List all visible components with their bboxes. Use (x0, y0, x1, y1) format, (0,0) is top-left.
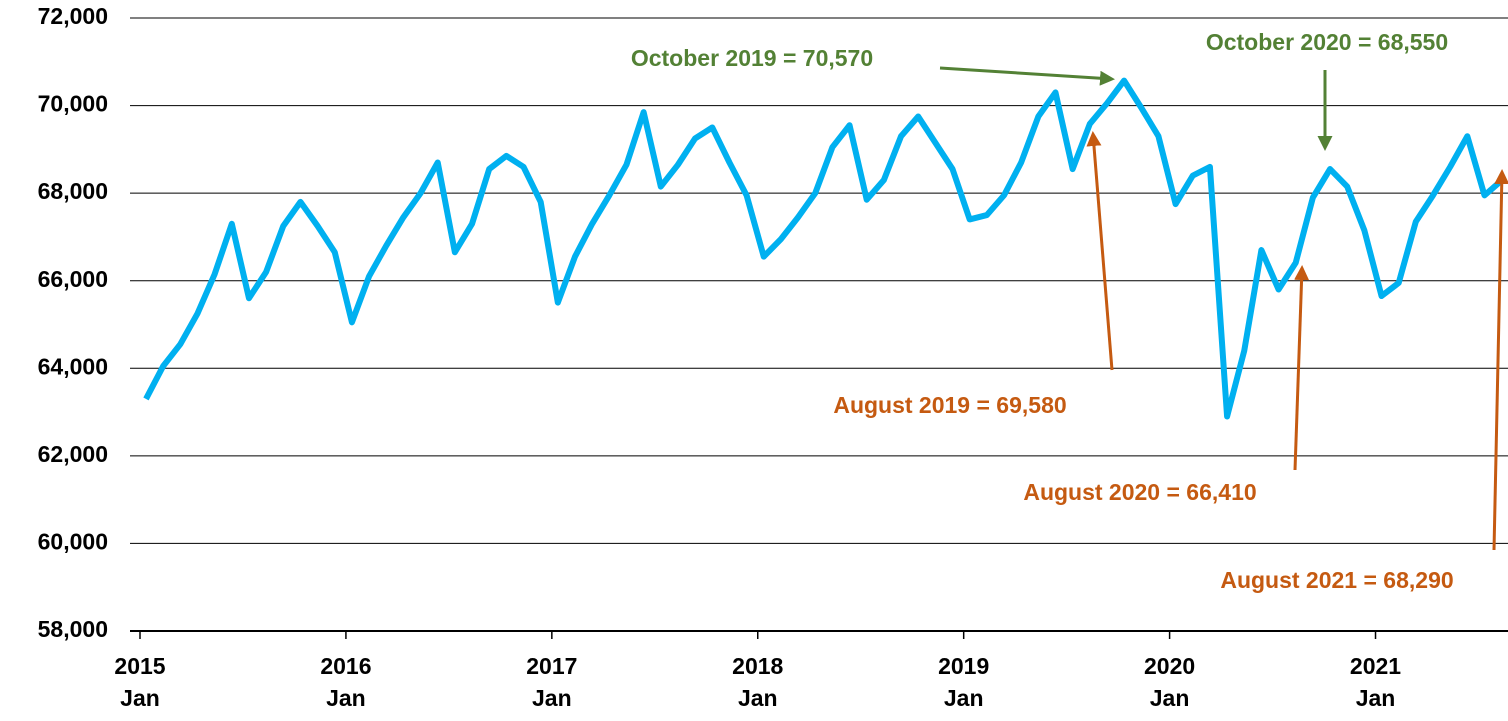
x-tick-label: Jan (738, 685, 778, 711)
annotation: August 2019 = 69,580 (833, 392, 1066, 418)
y-tick-label: 60,000 (38, 529, 108, 555)
y-tick-label: 66,000 (38, 266, 108, 292)
annotation-arrow (1293, 265, 1310, 471)
x-tick-label: 2019 (938, 653, 989, 679)
series-line (143, 77, 1504, 420)
x-tick-label: Jan (1356, 685, 1396, 711)
x-tick-label: Jan (326, 685, 366, 711)
y-tick-label: 72,000 (38, 3, 108, 29)
x-tick-label: 2017 (526, 653, 577, 679)
annotation: October 2020 = 68,550 (1206, 29, 1448, 55)
y-tick-label: 58,000 (38, 616, 108, 642)
y-tick-label: 68,000 (38, 178, 108, 204)
x-tick-label: 2015 (114, 653, 165, 679)
x-tick-label: Jan (944, 685, 984, 711)
x-tick-label: Jan (532, 685, 572, 711)
y-tick-label: 62,000 (38, 441, 108, 467)
y-tick-label: 70,000 (38, 91, 108, 117)
annotation-arrow (939, 66, 1115, 86)
annotation: August 2021 = 68,290 (1220, 567, 1453, 593)
x-tick-label: 2018 (732, 653, 783, 679)
x-tick-label: 2016 (320, 653, 371, 679)
y-tick-label: 64,000 (38, 353, 108, 379)
annotation: October 2019 = 70,570 (631, 45, 873, 71)
x-tick-label: 2020 (1144, 653, 1195, 679)
annotation-arrow (1086, 131, 1114, 371)
x-tick-label: 2021 (1350, 653, 1401, 679)
annotation-arrow (1492, 169, 1508, 551)
annotation: August 2020 = 66,410 (1023, 479, 1256, 505)
x-tick-label: Jan (120, 685, 160, 711)
x-tick-label: Jan (1150, 685, 1190, 711)
